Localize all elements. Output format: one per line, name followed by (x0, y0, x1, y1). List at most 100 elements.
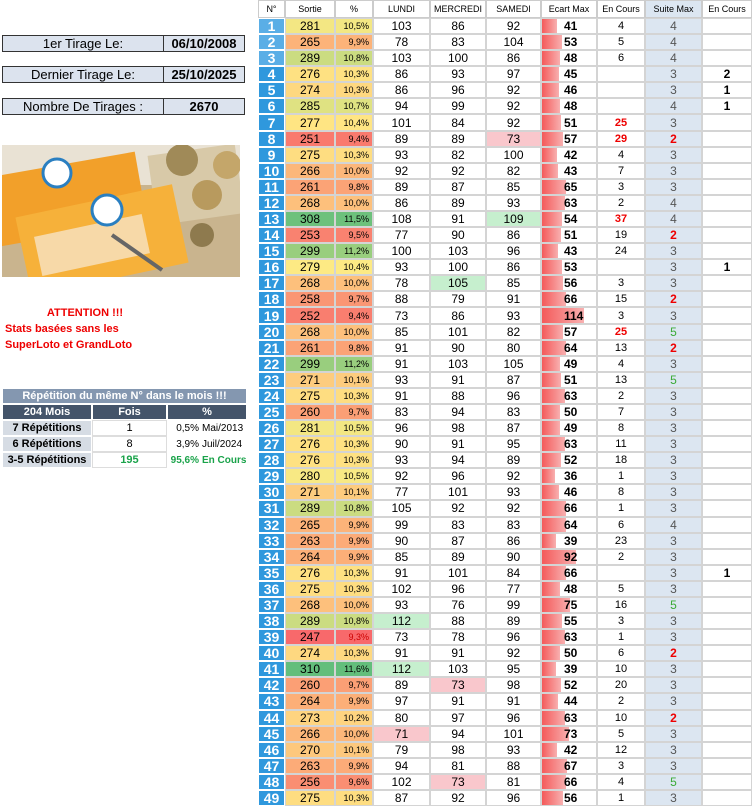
percent: 9,8% (335, 339, 373, 356)
sortie: 263 (285, 757, 335, 774)
suite-max: 4 (645, 194, 702, 211)
percent: 9,7% (335, 291, 373, 308)
sortie: 266 (285, 725, 335, 742)
percent: 10,0% (335, 596, 373, 614)
en-cours: 25 (597, 323, 645, 340)
percent: 9,7% (335, 677, 373, 694)
row-number: 32 (258, 516, 285, 533)
samedi: 86 (486, 259, 541, 276)
mercredi: 101 (430, 564, 486, 581)
suite-max: 3 (645, 725, 702, 742)
mercredi: 73 (430, 773, 486, 790)
ecart-max: 63 (541, 436, 597, 453)
en-cours-suite (702, 114, 752, 131)
lundi: 103 (373, 50, 430, 67)
en-cours: 2 (597, 548, 645, 565)
lundi: 97 (373, 693, 430, 710)
ecart-bar (542, 421, 561, 436)
percent: 10,3% (335, 436, 373, 453)
en-cours-suite (702, 146, 752, 163)
ecart-bar (542, 83, 559, 98)
lundi: 86 (373, 66, 430, 83)
lundi: 77 (373, 484, 430, 501)
row-number: 36 (258, 580, 285, 597)
en-cours: 4 (597, 773, 645, 790)
ecart-bar (542, 630, 566, 645)
row-number: 15 (258, 243, 285, 260)
percent: 10,0% (335, 194, 373, 211)
sortie: 260 (285, 403, 335, 421)
mercredi: 94 (430, 452, 486, 469)
summary-value: 06/10/2008 (163, 35, 245, 52)
samedi: 93 (486, 194, 541, 211)
en-cours-suite (702, 773, 752, 790)
repetition-header: 204 Mois (2, 404, 92, 420)
ecart-bar (542, 501, 567, 516)
repetition-label: 7 Répétitions (2, 420, 92, 436)
lundi: 90 (373, 436, 430, 453)
ecart-bar (542, 35, 562, 50)
repetition-percent: 0,5% (176, 422, 199, 434)
suite-max: 3 (645, 355, 702, 372)
mercredi: 89 (430, 548, 486, 565)
row-number: 42 (258, 677, 285, 694)
repetition-date: Mai/2013 (202, 422, 244, 434)
lundi: 101 (373, 114, 430, 131)
row-number: 40 (258, 645, 285, 662)
percent: 10,3% (335, 82, 373, 99)
ecart-bar (542, 179, 566, 194)
ecart-max: 67 (541, 757, 597, 774)
sortie: 268 (285, 275, 335, 292)
en-cours: 16 (597, 596, 645, 614)
row-number: 48 (258, 773, 285, 790)
en-cours-suite (702, 18, 752, 35)
samedi: 100 (486, 146, 541, 163)
en-cours: 4 (597, 355, 645, 372)
en-cours: 2 (597, 387, 645, 404)
lundi: 86 (373, 194, 430, 211)
mercredi: 98 (430, 420, 486, 437)
percent: 10,2% (335, 709, 373, 726)
en-cours: 7 (597, 403, 645, 421)
ecart-bar (542, 195, 566, 210)
mercredi: 90 (430, 339, 486, 356)
mercredi: 100 (430, 259, 486, 276)
suite-max: 3 (645, 677, 702, 694)
samedi: 82 (486, 323, 541, 340)
ecart-bar (542, 485, 559, 500)
row-number: 22 (258, 355, 285, 372)
ecart-bar (542, 388, 566, 403)
row-number: 13 (258, 210, 285, 228)
summary-label: Dernier Tirage Le: (2, 66, 164, 83)
suite-max: 2 (645, 130, 702, 147)
en-cours-suite (702, 291, 752, 308)
row-number: 23 (258, 371, 285, 388)
en-cours-suite (702, 725, 752, 742)
row-number: 12 (258, 194, 285, 211)
sortie: 266 (285, 162, 335, 179)
lundi: 93 (373, 596, 430, 614)
en-cours-suite (702, 339, 752, 356)
percent: 10,8% (335, 500, 373, 517)
lundi: 94 (373, 757, 430, 774)
en-cours-suite (702, 34, 752, 51)
row-number: 24 (258, 387, 285, 404)
samedi: 90 (486, 548, 541, 565)
en-cours: 8 (597, 420, 645, 437)
samedi: 92 (486, 500, 541, 517)
suite-max: 3 (645, 275, 702, 292)
lundi: 83 (373, 403, 430, 421)
repetition-date: Juil/2024 (202, 438, 243, 450)
lundi: 102 (373, 580, 430, 597)
percent: 9,8% (335, 178, 373, 195)
mercredi: 73 (430, 677, 486, 694)
percent: 11,5% (335, 210, 373, 228)
suite-max: 3 (645, 403, 702, 421)
mercredi: 96 (430, 468, 486, 485)
samedi: 92 (486, 18, 541, 35)
mercredi: 92 (430, 500, 486, 517)
suite-max: 4 (645, 98, 702, 115)
ecart-max: 49 (541, 420, 597, 437)
mercredi: 101 (430, 323, 486, 340)
lundi: 91 (373, 645, 430, 662)
